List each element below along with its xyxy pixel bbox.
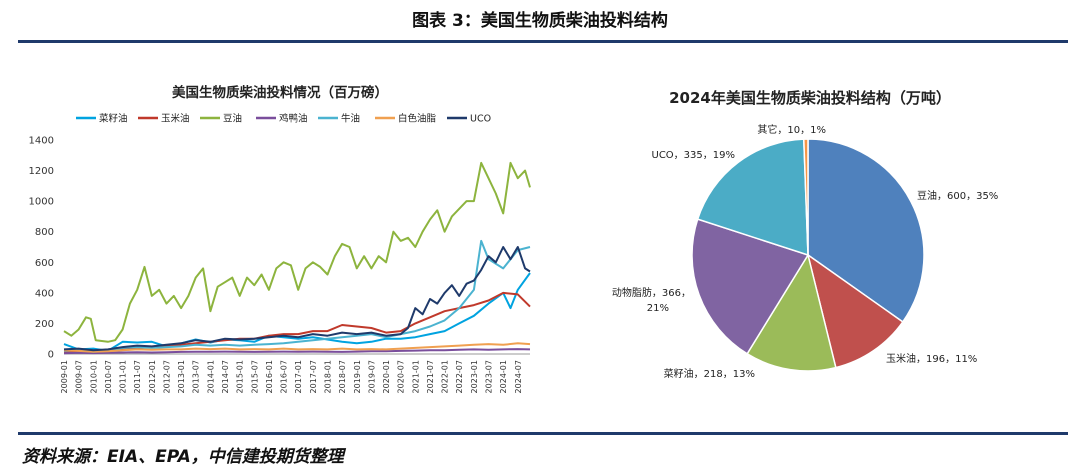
x-tick-label: 2009-07	[75, 360, 84, 393]
line-chart-legend: 菜籽油 玉米油 豆油 鸡鸭油 牛油 白色油脂 UCO	[76, 113, 491, 125]
series-line-UCO	[63, 246, 531, 352]
x-tick-label: 2010-01	[89, 360, 98, 393]
y-tick-label: 400	[35, 288, 54, 299]
series-line-菜籽油	[63, 272, 531, 352]
pie-slice-玉米油	[806, 253, 904, 369]
x-tick-label: 2018-01	[323, 360, 332, 393]
legend-label: 玉米油	[161, 113, 190, 125]
x-tick-label: 2014-07	[221, 360, 230, 393]
x-tick-label: 2011-01	[119, 360, 128, 393]
y-tick-label: 1200	[29, 166, 54, 177]
x-tick-label: 2019-07	[367, 360, 376, 393]
pie-label: 其它，10，1%	[757, 123, 826, 136]
x-tick-label: 2023-07	[485, 360, 494, 393]
series-line-白色油脂	[63, 342, 531, 353]
x-tick-label: 2013-01	[177, 360, 186, 393]
pie-chart: 2024年美国生物质柴油投料结构（万吨） 豆油，600，35% 玉米油，196，1…	[612, 89, 998, 380]
y-tick-label: 1000	[29, 197, 54, 208]
pie-label: 玉米油，196，11%	[886, 352, 977, 365]
line-chart-y-axis: 0 200 400 600 800 1000 1200 1400	[29, 136, 54, 361]
x-tick-label: 2017-07	[309, 360, 318, 393]
x-tick-label: 2024-01	[499, 360, 508, 393]
pie-label-line2: 21%	[647, 303, 669, 314]
pie-label: UCO，335，19%	[652, 150, 736, 161]
line-chart: 美国生物质柴油投料情况（百万磅） 菜籽油 玉米油 豆油 鸡鸭油 牛油 白色油脂 UCO 02…	[29, 84, 531, 393]
x-tick-label: 2020-01	[382, 360, 391, 393]
legend-label: 豆油	[223, 113, 242, 125]
x-tick-label: 2023-01	[470, 360, 479, 393]
legend-label: 菜籽油	[99, 113, 128, 125]
pie-labels: 豆油，600，35% 玉米油，196，11% 菜籽油，218，13% 动物脂肪，366…	[612, 123, 998, 380]
x-tick-label: 2011-07	[133, 360, 142, 393]
line-chart-title: 美国生物质柴油投料情况（百万磅）	[172, 84, 388, 101]
pie-label: 动物脂肪，366，	[612, 286, 691, 299]
x-tick-label: 2024-07	[514, 360, 523, 393]
x-tick-label: 2013-07	[192, 360, 201, 393]
y-tick-label: 0	[48, 350, 54, 361]
x-tick-label: 2015-01	[236, 360, 245, 393]
x-tick-label: 2015-07	[250, 360, 259, 393]
x-tick-label: 2019-01	[353, 360, 362, 393]
x-tick-label: 2021-01	[411, 360, 420, 393]
y-tick-label: 200	[35, 319, 54, 330]
y-tick-label: 800	[35, 227, 54, 238]
line-chart-series	[63, 161, 531, 355]
top-rule	[18, 40, 1068, 43]
pie-slice-菜籽油	[746, 253, 837, 372]
pie-slice-动物脂肪	[691, 218, 810, 355]
x-tick-label: 2012-07	[162, 360, 171, 393]
pie-label: 豆油，600，35%	[917, 189, 998, 202]
legend-label: UCO	[470, 114, 491, 125]
legend-label: 牛油	[341, 113, 360, 125]
x-tick-label: 2014-01	[206, 360, 215, 393]
x-tick-label: 2021-07	[426, 360, 435, 393]
series-line-豆油	[63, 161, 531, 343]
x-tick-label: 2016-01	[265, 360, 274, 393]
pie-chart-title: 2024年美国生物质柴油投料结构（万吨）	[669, 89, 951, 107]
x-tick-label: 2012-01	[148, 360, 157, 393]
figure-title: 图表 3：美国生物质柴油投料结构	[412, 11, 668, 31]
series-line-牛油	[63, 239, 531, 353]
y-tick-label: 1400	[29, 136, 54, 147]
x-tick-label: 2018-07	[338, 360, 347, 393]
bottom-rule	[18, 432, 1068, 435]
pie-slice-豆油	[807, 138, 925, 323]
x-tick-label: 2009-01	[60, 360, 69, 393]
x-tick-label: 2010-07	[104, 360, 113, 393]
source-note: 资料来源：EIA、EPA，中信建投期货整理	[22, 447, 344, 467]
pie-label: 菜籽油，218，13%	[664, 367, 755, 380]
x-tick-label: 2022-07	[455, 360, 464, 393]
pie-slice-UCO	[696, 138, 809, 257]
legend-label: 鸡鸭油	[279, 113, 308, 125]
x-tick-label: 2016-07	[280, 360, 289, 393]
y-tick-label: 600	[35, 258, 54, 269]
legend-label: 白色油脂	[398, 113, 437, 125]
x-tick-label: 2020-07	[397, 360, 406, 393]
line-chart-x-axis: 2009-01 2009-07 2010-01 2010-07 2011-01 2011-…	[60, 353, 530, 393]
x-tick-label: 2017-01	[294, 360, 303, 393]
x-tick-label: 2022-01	[441, 360, 450, 393]
pie-slices	[691, 138, 925, 372]
series-line-鸡鸭油	[63, 348, 531, 355]
pie-slice-其它	[803, 138, 809, 256]
